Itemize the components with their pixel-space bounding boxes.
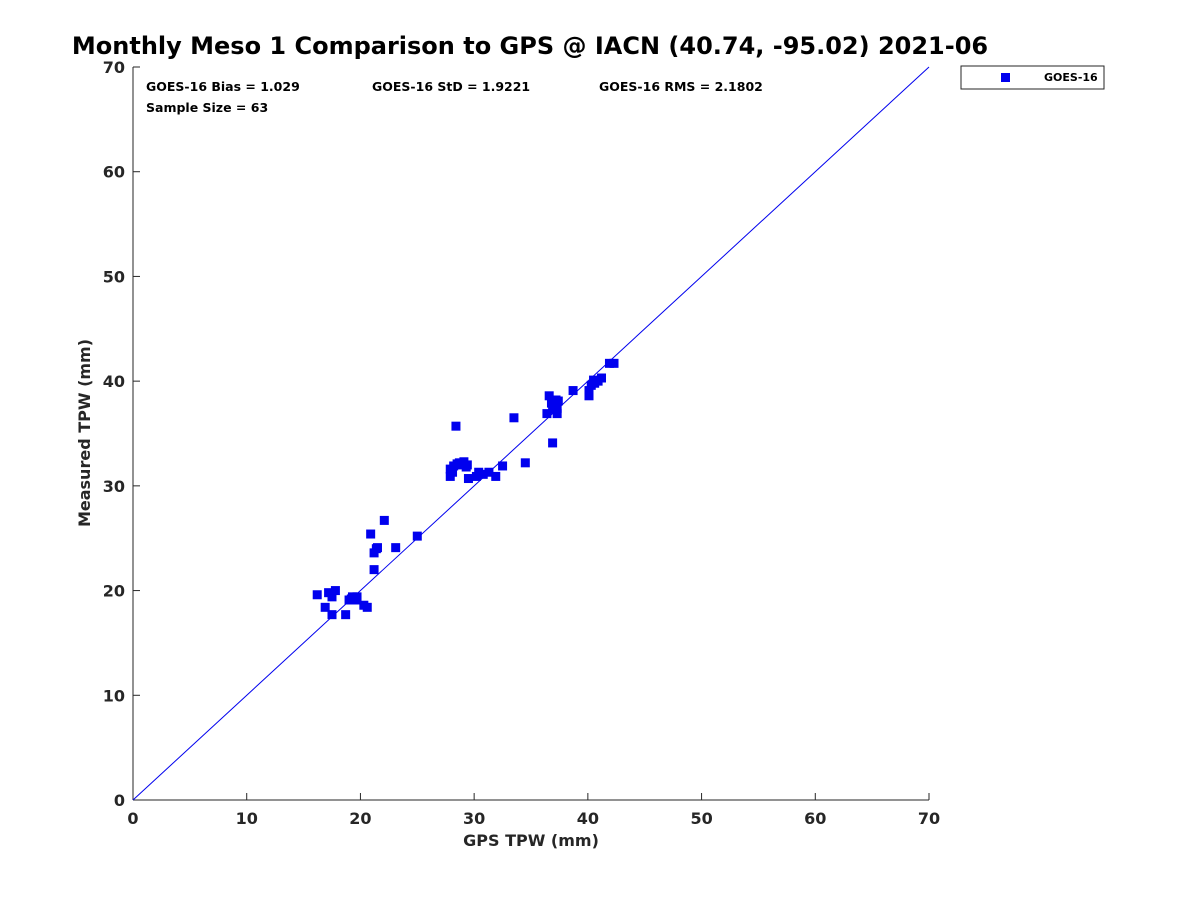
- x-tick-label: 60: [804, 809, 826, 828]
- data-point: [553, 396, 563, 406]
- x-tick-label: 50: [690, 809, 712, 828]
- data-point: [346, 594, 356, 604]
- data-point: [609, 358, 619, 368]
- data-point: [412, 531, 422, 541]
- data-point: [509, 413, 519, 423]
- data-point: [391, 543, 401, 553]
- legend-label-goes16: GOES-16: [1044, 71, 1098, 84]
- data-point: [568, 386, 578, 396]
- data-point: [584, 386, 594, 396]
- x-tick-label: 40: [577, 809, 599, 828]
- data-point: [597, 373, 607, 383]
- data-point: [451, 421, 461, 431]
- x-tick-label: 10: [236, 809, 258, 828]
- data-point: [369, 565, 379, 575]
- y-tick-label: 0: [114, 791, 125, 810]
- data-point: [327, 610, 337, 620]
- bias-stat: GOES-16 Bias = 1.029: [146, 79, 300, 94]
- x-axis-label: GPS TPW (mm): [463, 831, 599, 850]
- data-point: [542, 409, 552, 419]
- x-tick-label: 70: [918, 809, 940, 828]
- data-point: [474, 467, 484, 477]
- data-point: [520, 458, 530, 468]
- sample-size-stat: Sample Size = 63: [146, 100, 268, 115]
- data-point: [462, 460, 472, 470]
- data-point: [341, 610, 351, 620]
- y-tick-label: 40: [103, 372, 125, 391]
- y-tick-label: 60: [103, 163, 125, 182]
- data-point: [478, 469, 488, 479]
- legend: GOES-16: [960, 65, 1105, 90]
- data-point: [454, 458, 464, 468]
- data-point: [463, 474, 473, 484]
- rms-stat: GOES-16 RMS = 2.1802: [599, 79, 763, 94]
- data-point: [584, 391, 594, 401]
- data-point: [484, 467, 494, 477]
- legend-marker-goes16: [1001, 73, 1010, 82]
- data-point: [548, 438, 558, 448]
- chart-title: Monthly Meso 1 Comparison to GPS @ IACN …: [72, 32, 988, 60]
- legend-box: [960, 65, 1105, 90]
- x-tick-label: 20: [349, 809, 371, 828]
- axes: 0 10 20 30 40 50 60 70 0 10 20 30 40 50 60 70: [103, 58, 940, 828]
- data-point: [362, 602, 372, 612]
- data-point: [498, 461, 508, 471]
- y-tick-label: 20: [103, 582, 125, 601]
- data-point: [352, 595, 362, 605]
- y-axis-label: Measured TPW (mm): [75, 339, 94, 527]
- data-point: [330, 586, 340, 596]
- data-point: [491, 471, 501, 481]
- y-tick-label: 10: [103, 686, 125, 705]
- data-point: [320, 602, 330, 612]
- std-stat: GOES-16 StD = 1.9221: [372, 79, 530, 94]
- data-point: [604, 358, 614, 368]
- data-points: [312, 358, 619, 620]
- y-tick-label: 50: [103, 267, 125, 286]
- data-point: [379, 515, 389, 525]
- data-point: [312, 590, 322, 600]
- x-tick-label: 30: [463, 809, 485, 828]
- data-point: [372, 543, 382, 553]
- x-tick-label: 0: [127, 809, 138, 828]
- y-tick-label: 30: [103, 477, 125, 496]
- data-point: [327, 592, 337, 602]
- data-point: [448, 467, 458, 477]
- one-to-one-reference-line: [132, 66, 930, 801]
- data-point: [544, 391, 554, 401]
- y-tick-label: 70: [103, 58, 125, 77]
- data-point: [548, 401, 558, 411]
- data-point: [366, 529, 376, 539]
